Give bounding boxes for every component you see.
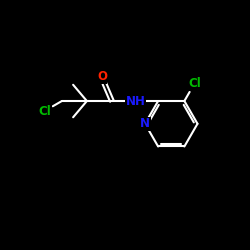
Text: NH: NH bbox=[126, 94, 146, 108]
Text: Cl: Cl bbox=[38, 104, 51, 118]
Text: O: O bbox=[97, 70, 107, 83]
Text: Cl: Cl bbox=[188, 77, 201, 90]
Text: N: N bbox=[140, 117, 150, 130]
